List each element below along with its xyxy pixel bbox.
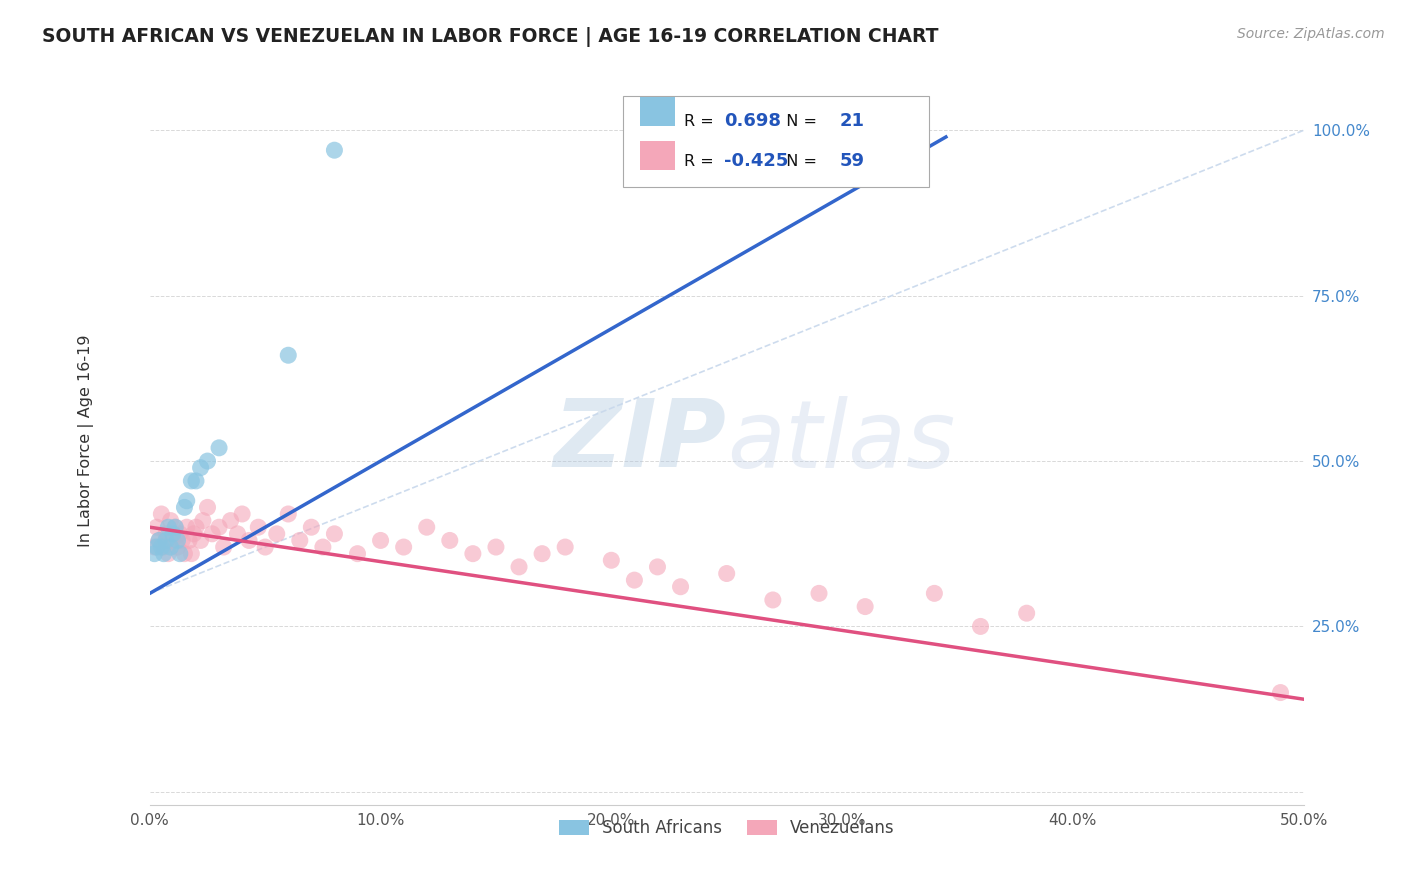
Point bbox=[155, 533, 177, 548]
Point bbox=[176, 520, 198, 534]
FancyBboxPatch shape bbox=[640, 141, 675, 169]
Legend: South Africans, Venezuelans: South Africans, Venezuelans bbox=[553, 813, 901, 844]
Point bbox=[150, 540, 173, 554]
Point bbox=[288, 533, 311, 548]
Point bbox=[201, 526, 224, 541]
Point bbox=[600, 553, 623, 567]
Text: R =: R = bbox=[683, 113, 718, 128]
Point bbox=[165, 520, 187, 534]
Point bbox=[173, 500, 195, 515]
Point bbox=[190, 460, 212, 475]
Point bbox=[346, 547, 368, 561]
Text: -0.425: -0.425 bbox=[724, 153, 789, 170]
Point bbox=[231, 507, 253, 521]
Point bbox=[148, 533, 170, 548]
Point bbox=[312, 540, 335, 554]
Point bbox=[299, 520, 322, 534]
Point bbox=[150, 507, 173, 521]
Text: R =: R = bbox=[683, 153, 718, 169]
Point bbox=[173, 547, 195, 561]
FancyBboxPatch shape bbox=[623, 95, 928, 186]
Point bbox=[152, 540, 174, 554]
Point bbox=[197, 454, 219, 468]
Point bbox=[716, 566, 738, 581]
Point bbox=[157, 547, 180, 561]
Point bbox=[143, 540, 166, 554]
Text: N =: N = bbox=[776, 153, 823, 169]
Point bbox=[924, 586, 946, 600]
Point bbox=[254, 540, 277, 554]
Point bbox=[370, 533, 392, 548]
Point bbox=[762, 593, 785, 607]
Point bbox=[323, 526, 346, 541]
Point bbox=[155, 526, 177, 541]
Point bbox=[1270, 685, 1292, 699]
Text: ZIP: ZIP bbox=[554, 395, 727, 487]
Point bbox=[152, 547, 174, 561]
Point bbox=[226, 526, 249, 541]
Text: 59: 59 bbox=[839, 153, 865, 170]
Point bbox=[247, 520, 270, 534]
Point bbox=[184, 474, 207, 488]
Point bbox=[554, 540, 576, 554]
Point bbox=[177, 533, 200, 548]
Text: SOUTH AFRICAN VS VENEZUELAN IN LABOR FORCE | AGE 16-19 CORRELATION CHART: SOUTH AFRICAN VS VENEZUELAN IN LABOR FOR… bbox=[42, 27, 939, 46]
Point bbox=[416, 520, 439, 534]
Point bbox=[485, 540, 508, 554]
Point bbox=[165, 520, 187, 534]
FancyBboxPatch shape bbox=[640, 97, 675, 127]
Point bbox=[323, 143, 346, 157]
Point bbox=[277, 348, 299, 362]
Point bbox=[162, 526, 184, 541]
Point bbox=[531, 547, 554, 561]
Point bbox=[172, 533, 194, 548]
Point bbox=[212, 540, 235, 554]
Point bbox=[169, 526, 191, 541]
Point bbox=[208, 441, 231, 455]
Point bbox=[969, 619, 991, 633]
Text: 21: 21 bbox=[839, 112, 865, 130]
Point bbox=[647, 560, 669, 574]
Point bbox=[808, 586, 831, 600]
Point bbox=[159, 540, 181, 554]
Point bbox=[145, 520, 167, 534]
Point bbox=[439, 533, 461, 548]
Point bbox=[623, 573, 645, 587]
Point bbox=[159, 514, 181, 528]
Point bbox=[183, 526, 205, 541]
Point bbox=[162, 533, 184, 548]
Point bbox=[180, 474, 202, 488]
Point bbox=[238, 533, 260, 548]
Point bbox=[148, 533, 170, 548]
Point bbox=[166, 540, 188, 554]
Point bbox=[145, 540, 167, 554]
Point bbox=[461, 547, 484, 561]
Point bbox=[277, 507, 299, 521]
Point bbox=[184, 520, 207, 534]
Text: atlas: atlas bbox=[727, 396, 955, 487]
Point bbox=[166, 533, 188, 548]
Point bbox=[143, 547, 166, 561]
Y-axis label: In Labor Force | Age 16-19: In Labor Force | Age 16-19 bbox=[79, 335, 94, 548]
Point bbox=[157, 520, 180, 534]
Point bbox=[176, 493, 198, 508]
Point bbox=[180, 547, 202, 561]
Point bbox=[669, 580, 692, 594]
Point bbox=[266, 526, 288, 541]
Point bbox=[508, 560, 530, 574]
Point bbox=[219, 514, 242, 528]
Point bbox=[169, 547, 191, 561]
Text: 0.698: 0.698 bbox=[724, 112, 782, 130]
Point bbox=[197, 500, 219, 515]
Text: Source: ZipAtlas.com: Source: ZipAtlas.com bbox=[1237, 27, 1385, 41]
Point bbox=[208, 520, 231, 534]
Point bbox=[853, 599, 876, 614]
Text: N =: N = bbox=[776, 113, 823, 128]
Point bbox=[191, 514, 214, 528]
Point bbox=[190, 533, 212, 548]
Point bbox=[1015, 606, 1038, 620]
Point bbox=[392, 540, 415, 554]
